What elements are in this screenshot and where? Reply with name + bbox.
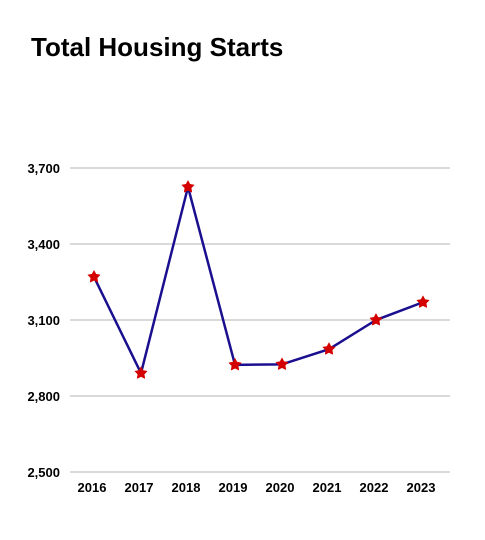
data-point-star <box>416 295 430 308</box>
gridlines <box>70 167 450 473</box>
y-tick-label: 3,700 <box>27 161 60 176</box>
x-tick-label: 2016 <box>78 480 107 495</box>
x-tick-label: 2021 <box>313 480 342 495</box>
x-tick-label: 2017 <box>125 480 154 495</box>
data-point-star <box>87 269 101 283</box>
y-axis-tick-labels: 2,500 2,800 3,100 3,400 3,700 <box>27 161 60 480</box>
y-tick-label: 3,400 <box>27 237 60 252</box>
x-axis-tick-labels: 2016 2017 2018 2019 2020 2021 2022 2023 <box>78 480 436 495</box>
x-tick-label: 2019 <box>219 480 248 495</box>
y-tick-label: 2,800 <box>27 389 60 404</box>
x-tick-label: 2022 <box>360 480 389 495</box>
series-line-path <box>92 185 424 375</box>
data-point-star <box>275 357 289 371</box>
series-line <box>92 185 424 375</box>
y-tick-label: 3,100 <box>27 313 60 328</box>
data-point-star <box>134 366 148 379</box>
chart-title: Total Housing Starts <box>31 32 284 62</box>
data-point-star <box>181 179 195 193</box>
series-markers <box>87 179 430 379</box>
y-tick-label: 2,500 <box>27 465 60 480</box>
data-point-star <box>322 342 336 355</box>
x-tick-label: 2020 <box>266 480 295 495</box>
data-point-star <box>228 357 242 371</box>
x-tick-label: 2018 <box>172 480 201 495</box>
x-tick-label: 2023 <box>407 480 436 495</box>
data-point-star <box>369 312 383 326</box>
